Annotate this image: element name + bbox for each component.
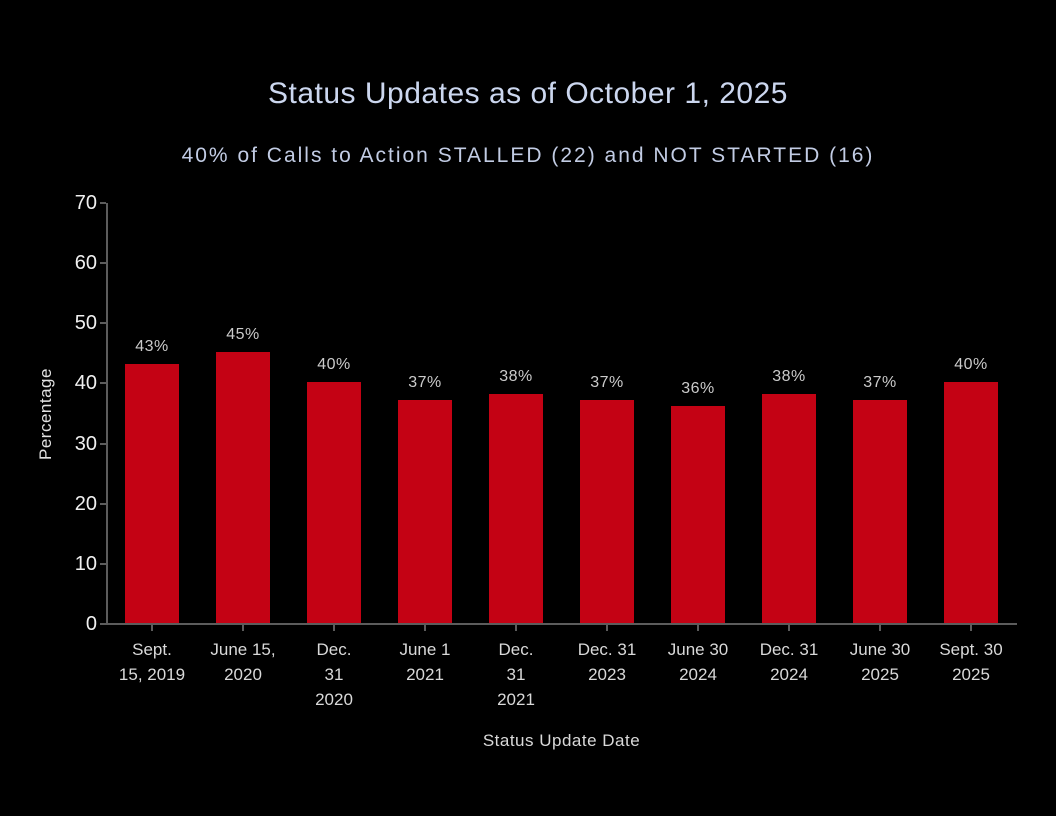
y-tick-label: 70 [74, 192, 97, 214]
chart-subtitle: 40% of Calls to Action STALLED (22) and … [181, 144, 875, 167]
bar-value-label: 43% [135, 338, 169, 355]
y-tick-label: 50 [74, 312, 97, 335]
x-tick-label: June 15, 2020 [210, 640, 276, 684]
y-tick-mark [100, 502, 106, 505]
x-tick-label: Sept. 15, 2019 [118, 640, 186, 684]
x-tick-label: June 1 2021 [399, 640, 451, 684]
chart-title: Status Updates as of October 1, 2025 [268, 77, 788, 110]
x-tick-mark [970, 625, 972, 631]
bar [307, 382, 361, 623]
bar [580, 400, 634, 623]
y-tick-label: 10 [74, 552, 97, 575]
x-tick-label: June 30 2025 [849, 640, 911, 684]
y-axis-title: Percentage [36, 368, 55, 460]
bar [944, 382, 998, 623]
y-tick-label: 30 [74, 432, 97, 455]
bar-value-label: 37% [590, 374, 624, 391]
bar [762, 394, 816, 623]
bar-value-label: 38% [772, 368, 806, 385]
bar [398, 400, 452, 623]
x-tick-label: Dec. 31 2024 [759, 640, 819, 684]
bar-value-label: 37% [863, 374, 897, 391]
bar-value-label: 38% [499, 368, 533, 385]
y-tick-mark [100, 202, 106, 204]
x-tick-mark [333, 625, 335, 631]
bar [671, 406, 725, 623]
bar-value-label: 40% [317, 356, 351, 373]
x-tick-label: Dec. 31 2023 [577, 640, 637, 684]
bar-value-label: 40% [954, 356, 988, 373]
y-tick-mark [100, 562, 106, 565]
x-tick-mark [424, 625, 426, 631]
y-tick-mark [100, 382, 106, 385]
x-tick-mark [151, 625, 153, 631]
x-tick-mark [697, 625, 699, 631]
y-tick-mark [100, 623, 106, 625]
x-tick-label: June 30 2024 [667, 640, 729, 684]
x-axis-title: Status Update Date [482, 731, 641, 750]
bar [216, 352, 270, 623]
bar [489, 394, 543, 623]
x-tick-mark [515, 625, 517, 631]
y-tick-label: 40 [74, 372, 97, 395]
bar-value-label: 36% [681, 380, 715, 397]
bar [853, 400, 907, 623]
plot-area [106, 203, 1017, 625]
x-tick-label: Sept. 30 2025 [939, 640, 1003, 684]
y-tick-label: 20 [74, 492, 97, 515]
x-tick-mark [879, 625, 881, 631]
x-tick-mark [606, 625, 608, 631]
y-tick-label: 60 [74, 252, 97, 275]
bar [125, 364, 179, 623]
y-tick-mark [100, 322, 106, 325]
y-tick-label: 0 [85, 613, 97, 635]
bar-value-label: 45% [226, 326, 260, 343]
y-tick-mark [100, 442, 106, 445]
x-tick-mark [788, 625, 790, 631]
x-tick-label: Dec. 31 2020 [315, 640, 353, 709]
bar-value-label: 37% [408, 374, 442, 391]
x-tick-label: Dec. 31 2021 [497, 640, 535, 709]
x-tick-mark [242, 625, 244, 631]
y-tick-mark [100, 262, 106, 265]
